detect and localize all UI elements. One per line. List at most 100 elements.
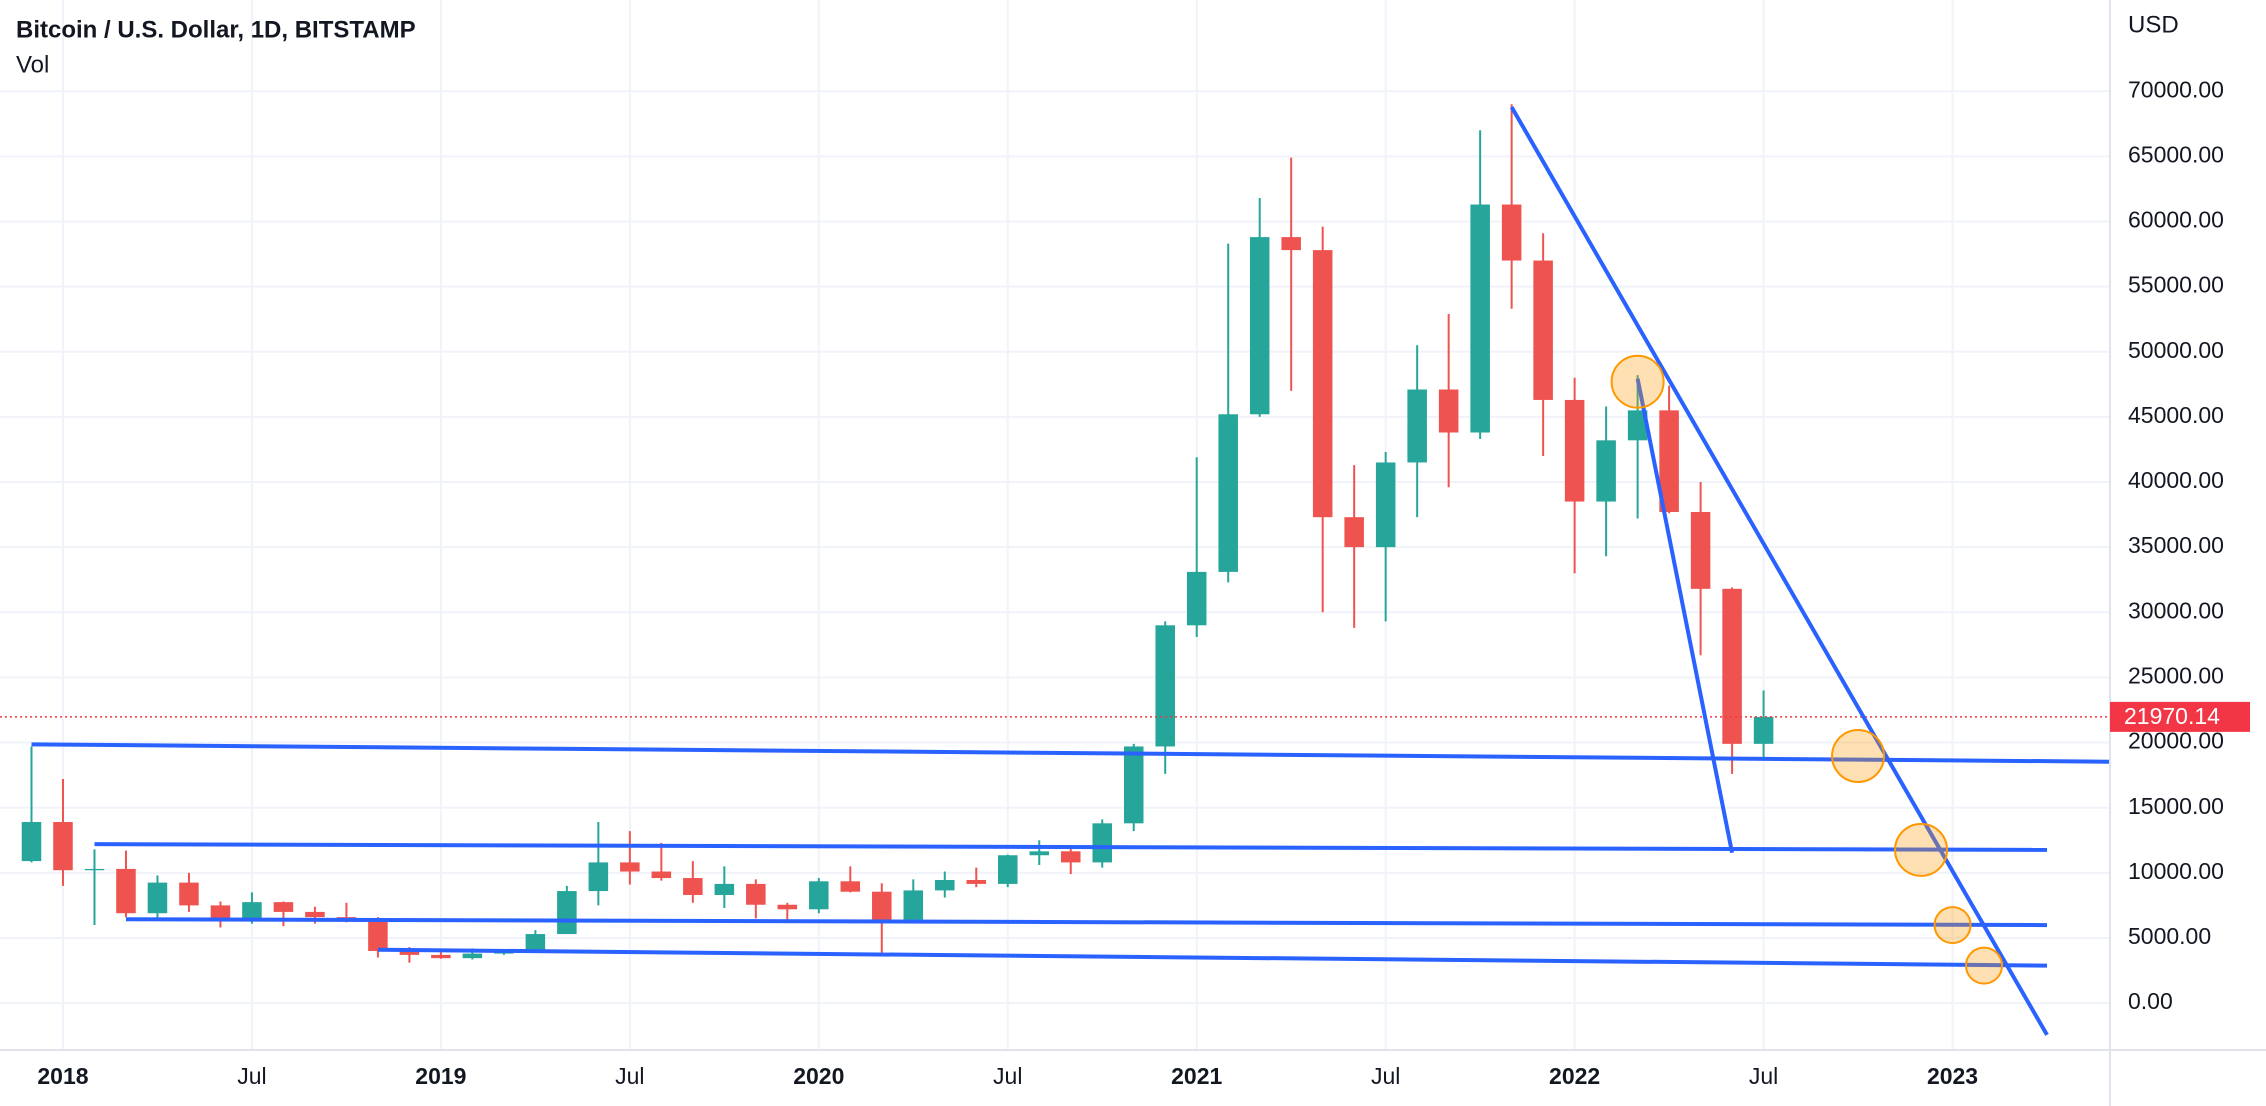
candle-body (1281, 237, 1301, 251)
last-price-box (2110, 701, 2250, 732)
candle-body (1375, 462, 1396, 548)
y-tick-label: 70000.00 (2128, 76, 2224, 102)
candle-body (462, 953, 483, 959)
x-tick-label: 2019 (415, 1063, 466, 1089)
candle-body (1722, 588, 1742, 744)
candle-body (935, 879, 955, 891)
x-tick-label: 2023 (1927, 1063, 1978, 1089)
candle-body (399, 950, 420, 955)
trend-line (125, 917, 2048, 928)
candle-body (1186, 571, 1207, 626)
candle-body (525, 934, 546, 950)
x-tick-label: Jul (993, 1063, 1022, 1089)
candle-body (997, 855, 1018, 884)
trend-line (377, 947, 2048, 968)
y-tick-label: 5000.00 (2128, 923, 2211, 949)
candle-body (1438, 389, 1459, 433)
candle-body (588, 862, 609, 892)
highlight-circle (1831, 728, 1886, 783)
y-tick-label: 40000.00 (2128, 467, 2224, 493)
x-tick-label: Jul (1371, 1063, 1400, 1089)
candle-body (1312, 250, 1333, 518)
x-tick-label: Jul (615, 1063, 644, 1089)
highlight-circle (1610, 354, 1665, 409)
candle-body (1753, 716, 1774, 744)
y-tick-label: 60000.00 (2128, 207, 2224, 233)
trend-line (1509, 106, 2049, 1036)
candle-body (651, 871, 672, 879)
candle-body (1659, 410, 1679, 512)
y-tick-label: 45000.00 (2128, 402, 2224, 428)
y-tick-label: 30000.00 (2128, 597, 2224, 623)
candle-body (147, 882, 168, 914)
candle-body (1533, 260, 1553, 400)
x-tick-label: 2018 (37, 1063, 88, 1089)
x-tick-label: Jul (1749, 1063, 1778, 1089)
candle-body (1627, 410, 1648, 441)
candle-body (1218, 414, 1238, 572)
candle-body (777, 904, 798, 910)
candle-body (1092, 823, 1113, 863)
candle-body (746, 883, 766, 905)
candle-body (557, 891, 577, 935)
y-tick-label: 55000.00 (2128, 272, 2224, 298)
y-tick-label: 50000.00 (2128, 337, 2224, 363)
candle-body (714, 883, 735, 895)
currency-label: USD (2128, 11, 2179, 38)
candle-body (1596, 440, 1616, 502)
highlight-circle (1933, 906, 1972, 945)
x-tick-label: Jul (237, 1063, 266, 1089)
candle-body (116, 868, 136, 914)
last-price-label: 21970.14 (2124, 703, 2220, 729)
candle-body (53, 822, 73, 871)
candle-body (1501, 204, 1522, 261)
y-tick-label: 20000.00 (2128, 728, 2224, 754)
candle-body (966, 879, 987, 884)
candle-body (242, 902, 262, 920)
candle-body (903, 890, 924, 920)
candle-body (1344, 517, 1364, 548)
highlight-circle (1894, 822, 1949, 877)
candle-body (620, 862, 640, 872)
plot (0, 104, 2111, 1036)
trend-line (1635, 378, 1735, 854)
chart-subtitle: Vol (16, 51, 49, 78)
candle-body (21, 822, 42, 862)
y-tick-label: 0.00 (2128, 988, 2173, 1014)
candle-body (1249, 237, 1270, 415)
candle-body (1690, 511, 1711, 589)
candle-body (683, 878, 703, 895)
y-tick-label: 15000.00 (2128, 793, 2224, 819)
candle-body (1564, 399, 1585, 502)
y-tick-label: 10000.00 (2128, 858, 2224, 884)
x-tick-label: 2022 (1549, 1063, 1600, 1089)
candle-body (179, 882, 199, 906)
y-tick-label: 35000.00 (2128, 532, 2224, 558)
candle-body (1029, 851, 1050, 856)
candle-body (872, 891, 892, 920)
candle-body (84, 868, 105, 871)
highlight-circle (1965, 946, 2004, 985)
candle-body (1407, 389, 1427, 463)
x-tick-label: 2020 (793, 1063, 844, 1089)
trend-line (94, 842, 2048, 852)
candle-body (431, 954, 451, 959)
candle-body (1123, 746, 1144, 824)
candle-body (305, 911, 325, 918)
candle-body (809, 881, 829, 910)
y-tick-label: 25000.00 (2128, 662, 2224, 688)
candle-body (1470, 204, 1490, 433)
grid (0, 0, 2110, 1050)
candle-body (210, 905, 231, 920)
chart-title: Bitcoin / U.S. Dollar, 1D, BITSTAMP (16, 16, 416, 43)
trend-line (31, 742, 2111, 764)
axes: 0.00 5000.00 10000.00 15000.00 20000.00 25000… (37, 76, 2250, 1089)
x-tick-label: 2021 (1171, 1063, 1222, 1089)
candle-body (1060, 851, 1081, 863)
candle-body (1155, 625, 1175, 747)
candle-body (368, 921, 388, 951)
y-tick-label: 65000.00 (2128, 141, 2224, 167)
candle-body (840, 881, 861, 892)
